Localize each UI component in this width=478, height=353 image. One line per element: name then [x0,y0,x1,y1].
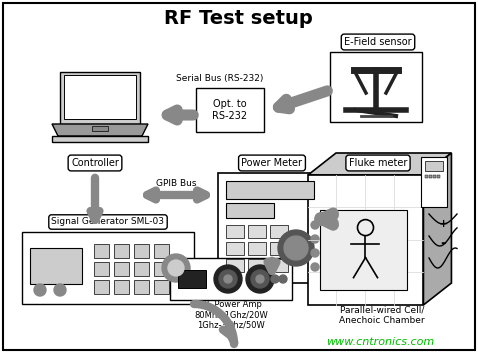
Text: www.cntronics.com: www.cntronics.com [326,337,434,347]
Text: Parallel-wired Cell/
Anechoic Chamber: Parallel-wired Cell/ Anechoic Chamber [339,305,425,325]
Polygon shape [424,153,451,305]
FancyBboxPatch shape [226,242,244,255]
FancyBboxPatch shape [3,3,475,350]
Circle shape [168,260,184,276]
FancyBboxPatch shape [196,88,264,132]
Text: -: - [441,235,446,250]
FancyBboxPatch shape [248,225,266,238]
FancyBboxPatch shape [30,248,82,284]
FancyBboxPatch shape [178,270,206,288]
FancyBboxPatch shape [154,262,169,276]
FancyBboxPatch shape [134,244,149,258]
Text: Fluke meter: Fluke meter [349,158,407,168]
FancyBboxPatch shape [429,175,433,178]
Circle shape [311,221,319,229]
FancyBboxPatch shape [437,175,440,178]
FancyBboxPatch shape [425,161,444,171]
FancyBboxPatch shape [226,259,244,272]
FancyBboxPatch shape [308,175,423,305]
FancyBboxPatch shape [226,181,314,199]
Text: E-Field sensor: E-Field sensor [344,37,412,47]
FancyBboxPatch shape [134,280,149,294]
Text: Controller: Controller [71,158,119,168]
Text: GPIB Bus: GPIB Bus [156,179,196,189]
FancyBboxPatch shape [114,262,129,276]
Text: Power Meter: Power Meter [241,158,303,168]
Circle shape [271,275,279,283]
FancyBboxPatch shape [154,244,169,258]
FancyBboxPatch shape [270,259,288,272]
FancyBboxPatch shape [270,225,288,238]
Text: Serial Bus (RS-232): Serial Bus (RS-232) [176,73,264,83]
FancyBboxPatch shape [248,259,266,272]
Text: +: + [439,220,448,229]
Text: Signal Generator SML-03: Signal Generator SML-03 [52,217,164,227]
FancyBboxPatch shape [60,72,140,124]
FancyBboxPatch shape [22,232,194,304]
FancyBboxPatch shape [114,244,129,258]
FancyBboxPatch shape [52,136,148,142]
FancyBboxPatch shape [154,280,169,294]
FancyBboxPatch shape [320,210,407,290]
FancyBboxPatch shape [134,262,149,276]
FancyBboxPatch shape [226,203,274,218]
Circle shape [214,265,242,293]
Polygon shape [52,124,148,136]
FancyBboxPatch shape [94,262,109,276]
FancyBboxPatch shape [94,280,109,294]
Circle shape [311,249,319,257]
Circle shape [279,275,287,283]
Circle shape [34,284,46,296]
FancyBboxPatch shape [64,75,136,119]
FancyBboxPatch shape [330,52,422,122]
FancyBboxPatch shape [422,157,447,207]
Circle shape [311,263,319,271]
FancyBboxPatch shape [248,242,266,255]
FancyBboxPatch shape [425,175,428,178]
FancyBboxPatch shape [270,242,288,255]
FancyBboxPatch shape [218,173,326,283]
Text: Opt. to
RS-232: Opt. to RS-232 [212,99,248,121]
Circle shape [311,235,319,243]
Circle shape [251,270,269,288]
Circle shape [256,275,264,283]
Text: RF Power Amp
80Mhz-1Ghz/20W
1Ghz-3Ghz/50W: RF Power Amp 80Mhz-1Ghz/20W 1Ghz-3Ghz/50… [194,300,268,330]
FancyBboxPatch shape [94,244,109,258]
Circle shape [284,236,308,260]
Circle shape [219,270,237,288]
Circle shape [162,254,190,282]
Circle shape [246,265,274,293]
Circle shape [224,275,232,283]
Text: RF Test setup: RF Test setup [163,8,313,28]
Polygon shape [308,153,451,175]
FancyBboxPatch shape [434,175,436,178]
FancyBboxPatch shape [114,280,129,294]
FancyBboxPatch shape [92,126,108,131]
FancyBboxPatch shape [170,258,292,300]
FancyBboxPatch shape [226,225,244,238]
Circle shape [278,230,314,266]
Circle shape [54,284,66,296]
